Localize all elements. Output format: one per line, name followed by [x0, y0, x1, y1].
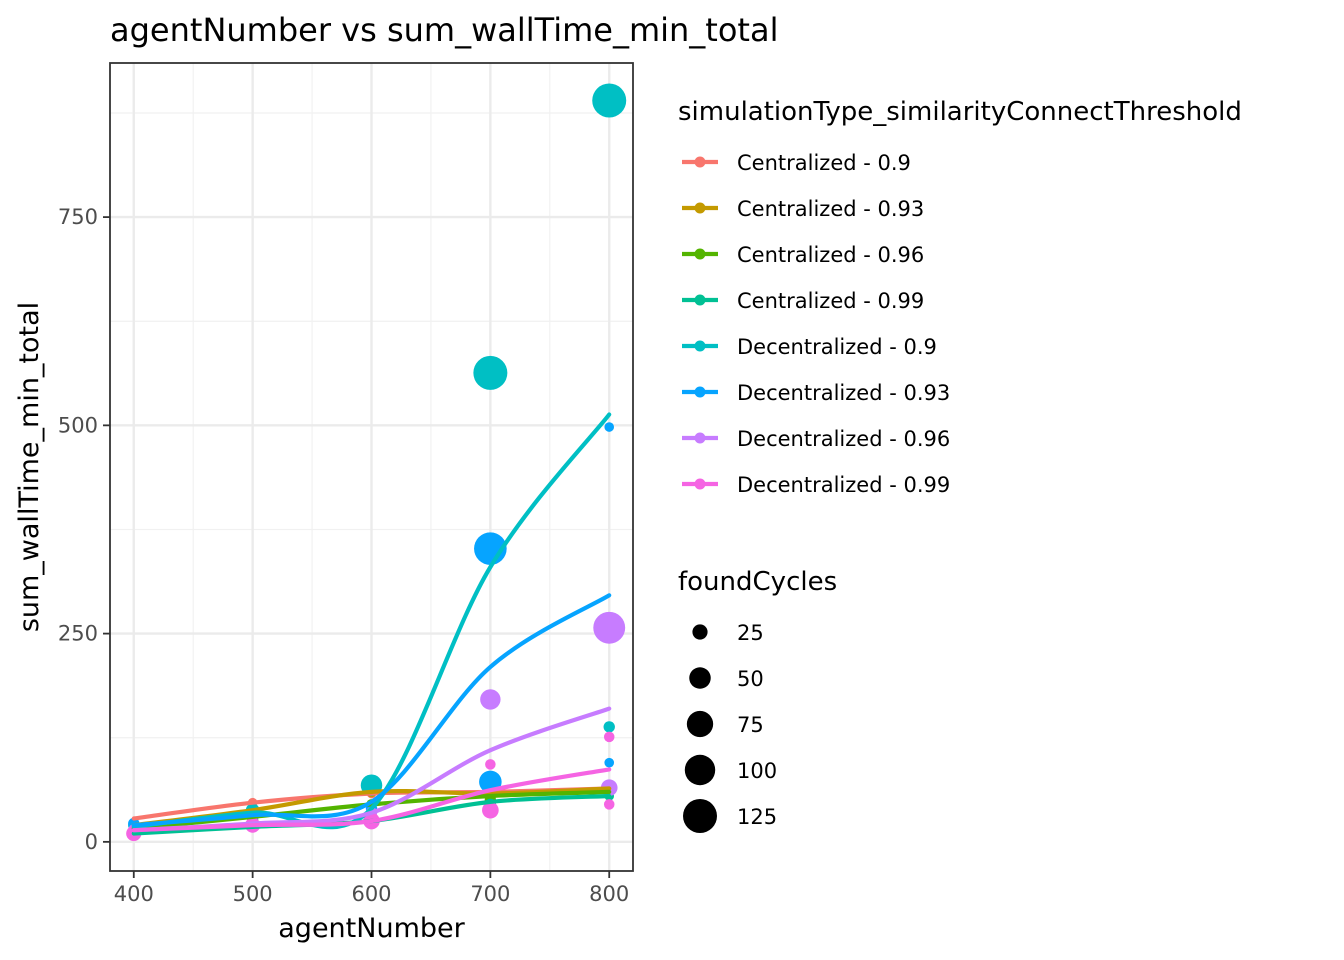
- chart-title: agentNumber vs sum_wallTime_min_total: [110, 11, 778, 49]
- legend-label: Centralized - 0.99: [737, 289, 924, 313]
- data-point-series-5: [604, 422, 615, 432]
- plot-panel: [109, 62, 634, 872]
- x-axis-label: agentNumber: [278, 913, 465, 944]
- data-point-series-7: [603, 731, 615, 743]
- size-legend-label: 25: [737, 621, 764, 645]
- size-legend-key: [692, 624, 708, 640]
- y-tick-label: 750: [58, 205, 98, 229]
- legend-label: Decentralized - 0.9: [737, 335, 937, 359]
- legend-label: Centralized - 0.9: [737, 151, 911, 175]
- data-point-series-4: [603, 721, 615, 733]
- data-point-series-7: [485, 759, 496, 770]
- color-legend-title: simulationType_similarityConnectThreshol…: [678, 97, 1242, 127]
- color-legend: simulationType_similarityConnectThreshol…: [678, 97, 1242, 497]
- legend-label: Centralized - 0.96: [737, 243, 924, 267]
- size-legend-label: 50: [737, 667, 764, 691]
- legend-key-point: [694, 432, 706, 444]
- data-point-series-7: [603, 799, 615, 810]
- legend-label: Decentralized - 0.99: [737, 473, 950, 497]
- size-legend-label: 75: [737, 713, 764, 737]
- size-legend-key: [684, 754, 716, 786]
- size-legend-key: [683, 799, 717, 833]
- size-legend-label: 100: [737, 759, 777, 783]
- size-legend-title: foundCycles: [678, 567, 837, 597]
- legend-key-point: [694, 248, 706, 260]
- smooth-line-series-4: [131, 412, 612, 830]
- data-point-series-6: [480, 689, 501, 710]
- y-tick-label: 0: [85, 830, 98, 854]
- x-tick-label: 400: [114, 882, 154, 906]
- x-tick-label: 500: [233, 882, 273, 906]
- y-tick-label: 500: [58, 413, 98, 437]
- smooth-line-series-5: [131, 593, 612, 828]
- data-point-series-4: [473, 355, 508, 390]
- smooth-line-series-7: [131, 767, 612, 833]
- legend-key-point: [694, 202, 706, 214]
- x-axis-ticks: 400 500 600 700 800: [114, 871, 629, 906]
- size-legend: foundCycles 25 50 75 100 125: [678, 567, 837, 833]
- legend-key-point: [694, 478, 706, 490]
- legend-key-point: [694, 386, 706, 398]
- legend-label: Decentralized - 0.93: [737, 381, 950, 405]
- legend-label: Centralized - 0.93: [737, 197, 924, 221]
- x-tick-label: 700: [470, 882, 510, 906]
- y-tick-label: 250: [58, 622, 98, 646]
- legend-label: Decentralized - 0.96: [737, 427, 950, 451]
- y-axis-ticks: 0 250 500 750: [58, 205, 110, 854]
- size-legend-key: [689, 667, 711, 689]
- data-point-series-6: [593, 611, 626, 644]
- y-axis-label: sum_wallTime_min_total: [14, 302, 45, 632]
- x-tick-label: 600: [351, 882, 391, 906]
- data-point-series-4: [592, 83, 627, 118]
- legend-key-point: [694, 156, 706, 168]
- size-legend-label: 125: [737, 805, 777, 829]
- legend-key-point: [694, 294, 706, 306]
- size-legend-key: [686, 710, 714, 738]
- legend-key-point: [694, 340, 706, 352]
- x-tick-label: 800: [589, 882, 629, 906]
- data-point-series-5: [604, 757, 615, 768]
- data-point-series-7: [482, 801, 499, 819]
